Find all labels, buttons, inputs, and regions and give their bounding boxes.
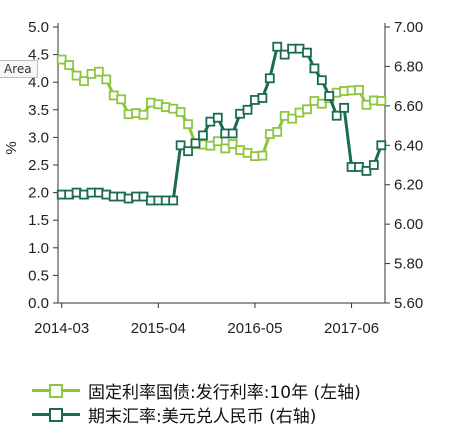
data-point-bond bbox=[93, 66, 104, 77]
data-point-fx bbox=[324, 91, 335, 101]
y-left-tick-label: 1.5 bbox=[28, 212, 49, 229]
tooltip: Area bbox=[0, 60, 38, 78]
data-point-bond bbox=[175, 107, 186, 117]
x-tick-label: 2015-04 bbox=[131, 320, 186, 337]
y-right-tick-label: 6.40 bbox=[394, 137, 423, 154]
data-point-fx bbox=[339, 102, 350, 113]
data-point-bond bbox=[272, 126, 283, 137]
data-point-fx bbox=[272, 41, 283, 52]
y-right-tick-label: 5.80 bbox=[394, 256, 423, 273]
y-left-tick-label: 4.0 bbox=[28, 74, 49, 91]
legend-item-bond[interactable]: 固定利率国债:发行利率:10年 (左轴) bbox=[30, 378, 361, 403]
legend-marker-bond bbox=[49, 384, 63, 398]
data-point-bond bbox=[212, 136, 223, 147]
data-point-bond bbox=[376, 96, 387, 106]
data-point-fx bbox=[168, 195, 179, 206]
y-right-tick-label: 6.20 bbox=[394, 177, 423, 194]
legend-swatch-fx bbox=[30, 405, 82, 423]
data-point-fx bbox=[212, 112, 223, 123]
legend-item-fx[interactable]: 期末汇率:美元兑人民币 (右轴) bbox=[30, 402, 361, 427]
x-tick-label: 2017-06 bbox=[324, 320, 379, 337]
series-line-fx bbox=[61, 45, 383, 202]
data-point-fx bbox=[264, 73, 275, 84]
y-right-tick-label: 6.80 bbox=[394, 58, 423, 75]
y-right-tick-label: 6.00 bbox=[394, 216, 423, 233]
y-left-tick-label: 4.5 bbox=[28, 47, 49, 64]
data-point-bond bbox=[116, 94, 127, 105]
data-point-bond bbox=[354, 85, 364, 95]
legend-swatch-bond bbox=[30, 381, 82, 399]
data-point-bond bbox=[257, 150, 268, 161]
legend-label-fx: 期末汇率:美元兑人民币 (右轴) bbox=[88, 406, 317, 427]
data-point-bond bbox=[302, 104, 312, 115]
data-point-bond bbox=[64, 60, 75, 70]
x-tick-label: 2016-05 bbox=[227, 320, 282, 337]
legend-label-bond: 固定利率国债:发行利率:10年 (左轴) bbox=[88, 382, 361, 403]
line-chart: 0.0 0.5 1.0 1.5 2.0 2.5 3.0 3.5 4.0 4.5 5.0 5.60 5.8… bbox=[3, 19, 423, 337]
data-point-fx bbox=[376, 140, 387, 151]
data-point-fx bbox=[257, 93, 268, 103]
data-point-bond bbox=[101, 74, 112, 85]
data-point-bond bbox=[56, 54, 67, 65]
data-point-fx bbox=[316, 75, 327, 86]
y-left-tick-label: 5.0 bbox=[28, 19, 49, 36]
data-point-fx bbox=[183, 146, 193, 157]
data-point-bond bbox=[71, 70, 82, 81]
y-left-tick-label: 2.5 bbox=[28, 157, 49, 174]
legend-marker-fx bbox=[49, 408, 63, 422]
data-point-bond bbox=[316, 98, 327, 109]
y-left-tick-label: 3.5 bbox=[28, 102, 49, 119]
data-point-fx bbox=[368, 160, 379, 170]
data-point-bond bbox=[138, 109, 149, 120]
data-point-fx bbox=[242, 104, 253, 115]
y-left-tick-label: 2.0 bbox=[28, 185, 49, 202]
data-point-fx bbox=[227, 128, 238, 139]
data-point-bond bbox=[227, 139, 238, 149]
y-axis-left-title: % bbox=[3, 141, 20, 154]
chart-legend: 固定利率国债:发行利率:10年 (左轴) 期末汇率:美元兑人民币 (右轴) bbox=[30, 378, 361, 427]
y-left-tick-label: 0.0 bbox=[28, 295, 49, 312]
data-point-bond bbox=[287, 113, 298, 124]
data-point-fx bbox=[279, 49, 290, 60]
data-point-fx bbox=[302, 47, 312, 58]
data-point-fx bbox=[198, 130, 208, 141]
data-point-fx bbox=[309, 63, 320, 74]
x-tick-label: 2014-03 bbox=[34, 320, 89, 337]
data-point-fx bbox=[190, 138, 201, 149]
data-point-fx bbox=[175, 140, 186, 151]
y-left-tick-label: 3.0 bbox=[28, 129, 49, 146]
data-point-bond bbox=[183, 119, 193, 130]
data-point-fx bbox=[361, 166, 372, 176]
data-point-bond bbox=[79, 76, 89, 86]
data-point-fx bbox=[331, 110, 342, 121]
y-right-tick-label: 7.00 bbox=[394, 19, 423, 36]
y-left-tick-label: 1.0 bbox=[28, 240, 49, 257]
y-right-tick-label: 5.60 bbox=[394, 295, 423, 312]
y-left-tick-label: 0.5 bbox=[28, 267, 49, 284]
y-right-tick-label: 6.60 bbox=[394, 98, 423, 115]
